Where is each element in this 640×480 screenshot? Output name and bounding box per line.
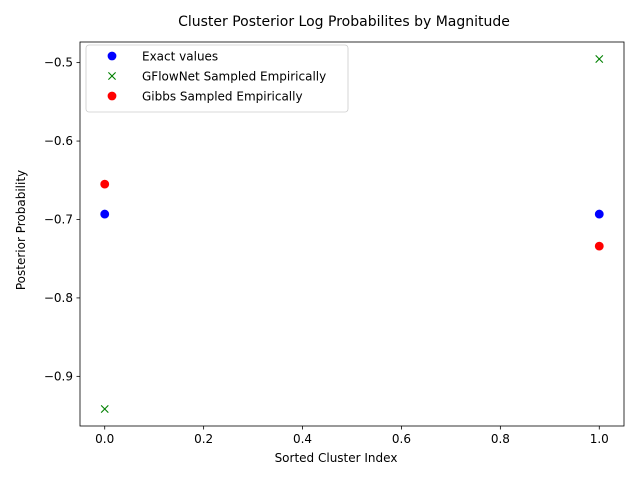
legend: Exact values GFlowNet Sampled Empirically… xyxy=(85,44,349,113)
legend-label-series-2: GFlowNet Sampled Empirically xyxy=(142,70,326,84)
plot-frame xyxy=(79,41,625,427)
data-point-series-3 xyxy=(594,241,604,251)
x-axis-label: Sorted Cluster Index xyxy=(275,451,398,465)
legend-marker-series-3 xyxy=(107,91,117,101)
y-tick-label: −0.9 xyxy=(44,369,73,383)
y-tick-label: −0.6 xyxy=(44,134,73,148)
x-tick-label: 0.2 xyxy=(194,432,213,446)
y-tick-label: −0.5 xyxy=(44,56,73,70)
legend-label-series-3: Gibbs Sampled Empirically xyxy=(142,90,303,104)
x-tick-label: 1.0 xyxy=(590,432,609,446)
legend-marker-series-2 xyxy=(108,72,116,80)
data-point-series-2 xyxy=(100,404,109,413)
data-point-series-1 xyxy=(594,209,604,219)
data-point-series-3 xyxy=(100,179,110,189)
y-tick-label: −0.8 xyxy=(44,291,73,305)
y-axis-ticks: −0.9 −0.8 −0.7 −0.6 −0.5 xyxy=(44,56,80,383)
legend-box xyxy=(85,44,349,113)
chart-title: Cluster Posterior Log Probabilites by Ma… xyxy=(178,14,510,30)
legend-marker-series-1 xyxy=(107,51,117,61)
x-tick-label: 0.6 xyxy=(392,432,411,446)
x-tick-label: 0.0 xyxy=(95,432,114,446)
x-tick-label: 0.4 xyxy=(293,432,312,446)
data-point-series-2 xyxy=(595,55,604,64)
x-axis-ticks: 0.0 0.2 0.4 0.6 0.8 1.0 xyxy=(95,426,609,446)
data-point-series-1 xyxy=(100,209,110,219)
x-tick-label: 0.8 xyxy=(491,432,510,446)
y-tick-label: −0.7 xyxy=(44,212,73,226)
plot-area xyxy=(79,41,625,427)
data-markers xyxy=(100,55,604,413)
legend-label-series-1: Exact values xyxy=(142,50,218,64)
y-axis-label: Posterior Probability xyxy=(14,170,28,290)
